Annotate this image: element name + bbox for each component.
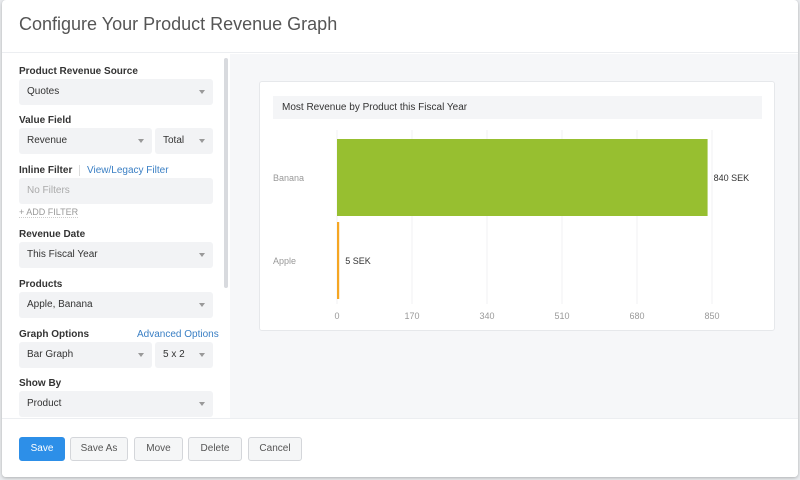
- save-as-button[interactable]: Save As: [70, 437, 128, 461]
- preview-area: Most Revenue by Product this Fiscal Year…: [230, 54, 798, 418]
- category-label: Apple: [273, 256, 296, 266]
- graph-size-select[interactable]: 5 x 2: [155, 342, 213, 368]
- graph-type-value: Bar Graph: [27, 349, 74, 360]
- inline-filter-label: Inline Filter: [19, 165, 73, 176]
- x-tick-label: 170: [404, 311, 419, 321]
- x-tick-label: 680: [629, 311, 644, 321]
- x-tick-label: 0: [334, 311, 339, 321]
- x-tick-label: 850: [704, 311, 719, 321]
- legacy-filter-link[interactable]: View/Legacy Filter: [87, 165, 169, 176]
- chevron-down-icon: [199, 303, 205, 307]
- move-button[interactable]: Move: [134, 437, 183, 461]
- page-title: Configure Your Product Revenue Graph: [19, 14, 338, 34]
- value-field-label: Value Field: [19, 115, 72, 126]
- graph-size-value: 5 x 2: [163, 349, 185, 360]
- add-filter-link[interactable]: + ADD FILTER: [19, 207, 79, 218]
- category-label: Banana: [273, 173, 304, 183]
- revenue-date-select[interactable]: This Fiscal Year: [19, 242, 213, 268]
- cancel-button[interactable]: Cancel: [248, 437, 302, 461]
- chart-title: Most Revenue by Product this Fiscal Year: [273, 96, 762, 119]
- source-label: Product Revenue Source: [19, 66, 138, 77]
- filter-input[interactable]: No Filters: [19, 178, 213, 204]
- chart-card: Most Revenue by Product this Fiscal Year…: [259, 81, 775, 331]
- value-field-select[interactable]: Revenue: [19, 128, 152, 154]
- revenue-date-value: This Fiscal Year: [27, 249, 98, 260]
- show-by-select[interactable]: Product: [19, 391, 213, 417]
- scrollbar[interactable]: [224, 58, 228, 288]
- advanced-options-link[interactable]: Advanced Options: [137, 329, 219, 340]
- chevron-down-icon: [199, 90, 205, 94]
- show-by-value: Product: [27, 398, 62, 409]
- divider: [79, 165, 80, 176]
- graph-type-select[interactable]: Bar Graph: [19, 342, 152, 368]
- products-label: Products: [19, 279, 63, 290]
- value-field-value: Revenue: [27, 135, 68, 146]
- chevron-down-icon: [199, 402, 205, 406]
- chevron-down-icon: [199, 139, 205, 143]
- bar-banana: [337, 139, 708, 216]
- x-tick-label: 340: [479, 311, 494, 321]
- header: Configure Your Product Revenue Graph: [2, 0, 798, 53]
- save-button[interactable]: Save: [19, 437, 65, 461]
- bar-apple: [337, 222, 340, 299]
- aggregate-value: Total: [163, 135, 185, 146]
- products-select[interactable]: Apple, Banana: [19, 292, 213, 318]
- footer: Save Save As Move Delete Cancel: [2, 418, 798, 477]
- source-value: Quotes: [27, 86, 60, 97]
- x-tick-label: 510: [554, 311, 569, 321]
- chevron-down-icon: [199, 353, 205, 357]
- revenue-date-label: Revenue Date: [19, 229, 86, 240]
- source-select[interactable]: Quotes: [19, 79, 213, 105]
- data-label: 5 SEK: [345, 256, 371, 266]
- graph-options-label: Graph Options: [19, 329, 89, 340]
- config-panel: Product Revenue Source Quotes Value Fiel…: [2, 54, 230, 418]
- delete-button[interactable]: Delete: [188, 437, 242, 461]
- data-label: 840 SEK: [714, 173, 750, 183]
- chevron-down-icon: [138, 139, 144, 143]
- chevron-down-icon: [138, 353, 144, 357]
- aggregate-select[interactable]: Total: [155, 128, 213, 154]
- show-by-label: Show By: [19, 378, 62, 389]
- bar-chart: 0 170 340 510 680 850 Banana 840 SEK Apple 5 SEK: [273, 130, 750, 321]
- products-value: Apple, Banana: [27, 299, 93, 310]
- chevron-down-icon: [199, 253, 205, 257]
